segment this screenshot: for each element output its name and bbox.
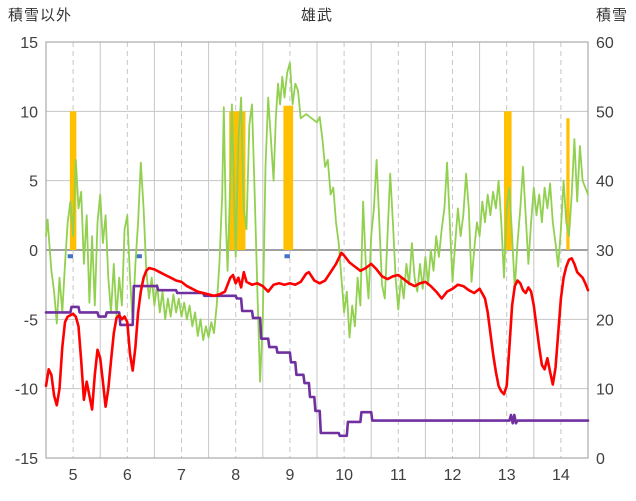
x-tick-label: 5	[69, 467, 78, 484]
x-tick-label: 13	[498, 467, 516, 484]
y-right-tick-label: 40	[596, 174, 614, 191]
series-purple	[44, 284, 590, 438]
right-axis-title: 積雪	[595, 7, 628, 24]
left-axis-title: 積雪以外	[8, 7, 73, 24]
x-tick-label: 7	[177, 467, 186, 484]
x-tick-label: 11	[390, 467, 407, 484]
y-right-tick-label: 10	[596, 382, 614, 399]
x-tick-label: 8	[231, 467, 240, 484]
precip-bar	[283, 105, 294, 250]
y-right-tick-label: 50	[596, 104, 614, 121]
y-left-tick-label: 0	[29, 243, 38, 260]
precip-bar	[566, 118, 570, 251]
x-tick-label: 9	[285, 467, 294, 484]
y-left-tick-label: 5	[29, 174, 38, 191]
series-red	[44, 251, 590, 411]
chart-title: 雄武	[300, 7, 333, 24]
y-right-tick-label: 60	[596, 35, 614, 52]
x-tick-label: 14	[552, 467, 570, 484]
y-right-tick-label: 0	[596, 451, 605, 468]
x-tick-label: 12	[444, 467, 462, 484]
plot-border	[45, 41, 589, 459]
precip-bar	[503, 111, 512, 250]
y-left-tick-label: 15	[20, 35, 38, 52]
y-right-tick-label: 30	[596, 243, 614, 260]
x-tick-label: 10	[335, 467, 353, 484]
y-left-tick-label: -5	[24, 312, 38, 329]
precip-bar	[69, 111, 77, 250]
y-right-tick-label: 20	[596, 312, 614, 329]
x-tick-label: 6	[123, 467, 132, 484]
y-left-tick-label: -10	[15, 382, 38, 399]
y-left-tick-label: 10	[20, 104, 38, 121]
y-left-tick-label: -15	[15, 451, 38, 468]
